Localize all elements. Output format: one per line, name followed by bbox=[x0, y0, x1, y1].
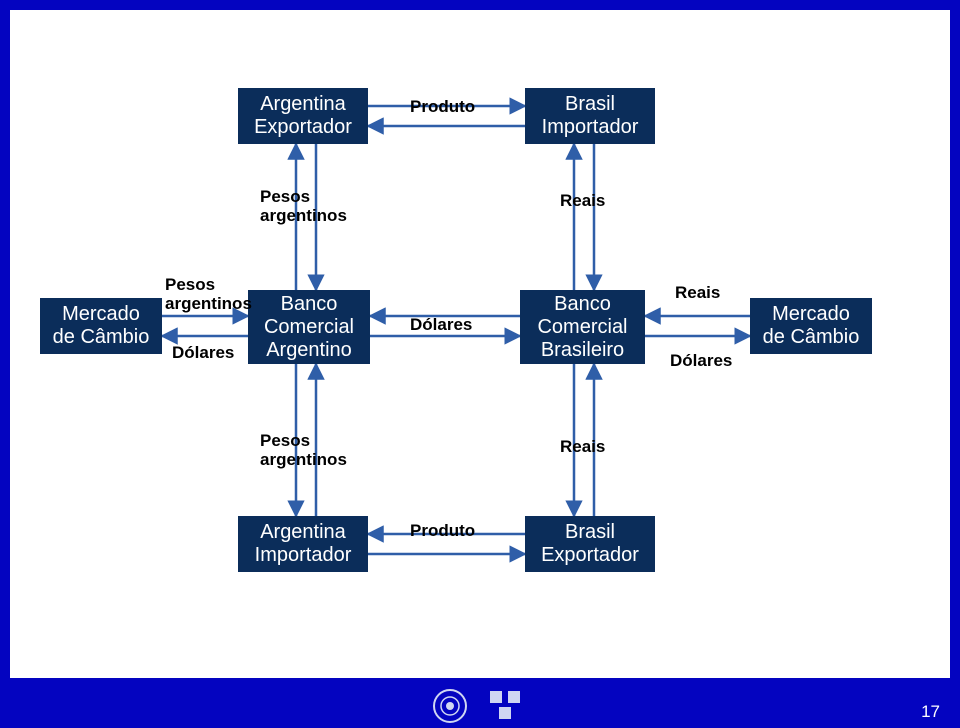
slide-content: Argentina Exportador Brasil Importador M… bbox=[10, 10, 950, 678]
label-line: argentinos bbox=[260, 206, 347, 225]
node-line: Importador bbox=[255, 544, 352, 567]
label-reais-bot: Reais bbox=[560, 438, 605, 457]
node-line: Comercial bbox=[264, 316, 354, 339]
label-pesos-mid: Pesos argentinos bbox=[165, 276, 252, 313]
node-line: Banco bbox=[281, 293, 338, 316]
slide-title: Panorama atual bbox=[10, 10, 255, 56]
node-line: Brasil bbox=[565, 521, 615, 544]
node-line: Exportador bbox=[254, 116, 352, 139]
node-brasil-importador: Brasil Importador bbox=[525, 88, 655, 144]
node-line: Exportador bbox=[541, 544, 639, 567]
label-dolares-mid-right: Dólares bbox=[670, 352, 732, 371]
label-line: argentinos bbox=[260, 450, 347, 469]
node-line: Mercado bbox=[62, 303, 140, 326]
node-line: Argentino bbox=[266, 339, 352, 362]
node-line: de Câmbio bbox=[763, 326, 860, 349]
node-banco-brasileiro: Banco Comercial Brasileiro bbox=[520, 290, 645, 364]
label-dolares-center: Dólares bbox=[410, 316, 472, 335]
node-mercado-cambio-left: Mercado de Câmbio bbox=[40, 298, 162, 354]
node-line: Comercial bbox=[537, 316, 627, 339]
label-line: argentinos bbox=[165, 294, 252, 313]
label-produto-top: Produto bbox=[410, 98, 475, 117]
node-line: de Câmbio bbox=[53, 326, 150, 349]
label-line: Pesos bbox=[260, 187, 310, 206]
node-line: Brasil bbox=[565, 93, 615, 116]
node-banco-argentino: Banco Comercial Argentino bbox=[248, 290, 370, 364]
page-number: 17 bbox=[921, 702, 940, 722]
label-produto-bot: Produto bbox=[410, 522, 475, 541]
footer-bar: 17 bbox=[0, 680, 960, 728]
label-reais-top: Reais bbox=[560, 192, 605, 211]
node-line: Argentina bbox=[260, 93, 346, 116]
node-argentina-exportador: Argentina Exportador bbox=[238, 88, 368, 144]
logo-blocks-icon bbox=[488, 689, 528, 723]
node-argentina-importador: Argentina Importador bbox=[238, 516, 368, 572]
node-line: Importador bbox=[542, 116, 639, 139]
label-line: Pesos bbox=[165, 275, 215, 294]
node-line: Banco bbox=[554, 293, 611, 316]
node-line: Mercado bbox=[772, 303, 850, 326]
node-line: Argentina bbox=[260, 521, 346, 544]
label-pesos-top: Pesos argentinos bbox=[260, 188, 347, 225]
label-pesos-bot: Pesos argentinos bbox=[260, 432, 347, 469]
node-line: Brasileiro bbox=[541, 339, 624, 362]
label-reais-mid: Reais bbox=[675, 284, 720, 303]
node-brasil-exportador: Brasil Exportador bbox=[525, 516, 655, 572]
label-dolares-mid-left: Dólares bbox=[172, 344, 234, 363]
node-mercado-cambio-right: Mercado de Câmbio bbox=[750, 298, 872, 354]
label-line: Pesos bbox=[260, 431, 310, 450]
footer-logos bbox=[432, 688, 528, 724]
logo-seal-icon bbox=[432, 688, 468, 724]
